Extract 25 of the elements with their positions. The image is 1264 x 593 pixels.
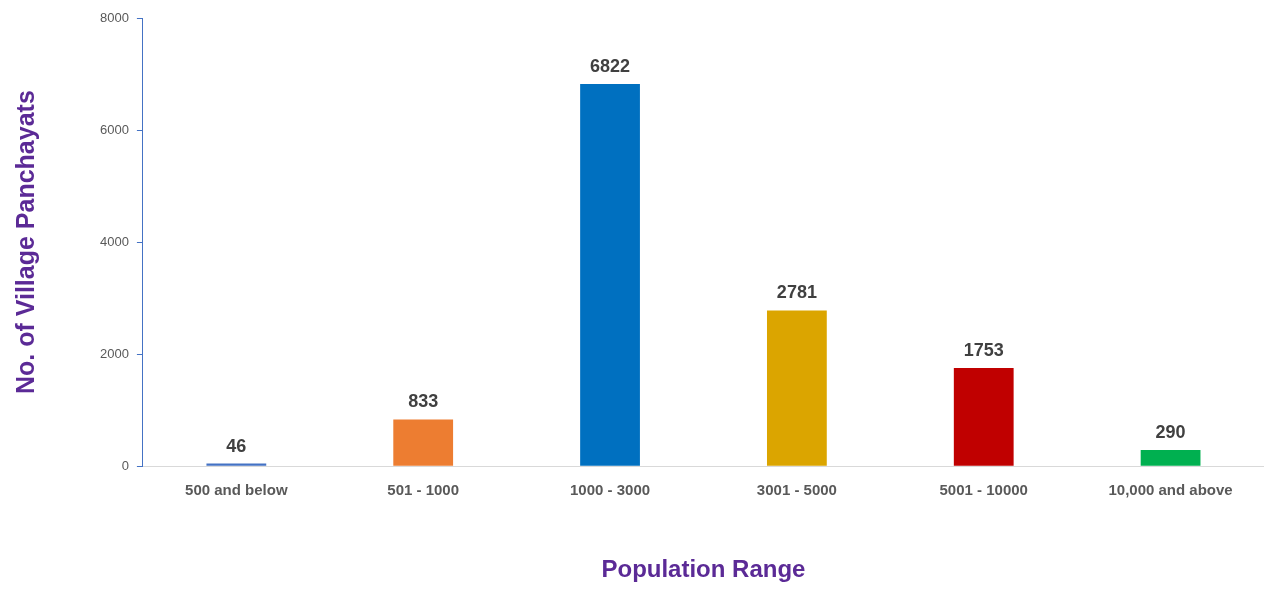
y-axis-title: No. of Village Panchayats — [10, 90, 39, 395]
data-label: 1753 — [963, 339, 1004, 360]
x-tick-label: 501 - 1000 — [387, 481, 460, 499]
y-tick-label: 4000 — [100, 233, 129, 249]
x-tick-label: 1000 - 3000 — [570, 481, 651, 499]
bar — [580, 84, 640, 466]
bar — [206, 463, 267, 466]
x-axis-title: Population Range — [601, 555, 806, 583]
bar — [766, 310, 827, 466]
x-tick-label: 3001 - 5000 — [756, 481, 837, 499]
data-label: 2781 — [776, 282, 817, 303]
data-label: 833 — [408, 391, 439, 412]
x-tick-label: 5001 - 10000 — [939, 481, 1028, 499]
data-label: 6822 — [590, 55, 631, 76]
y-tick-label: 8000 — [100, 9, 129, 25]
y-tick-label: 6000 — [100, 121, 129, 137]
x-tick-label: 500 and below — [185, 481, 288, 499]
y-tick-label: 2000 — [100, 345, 129, 361]
y-tick-label: 0 — [121, 457, 129, 473]
bar — [953, 367, 1014, 466]
data-label: 290 — [1155, 421, 1186, 442]
x-tick-label: 10,000 and above — [1108, 481, 1233, 499]
bar — [393, 419, 454, 466]
bar — [1140, 449, 1201, 466]
data-label: 46 — [226, 435, 247, 456]
